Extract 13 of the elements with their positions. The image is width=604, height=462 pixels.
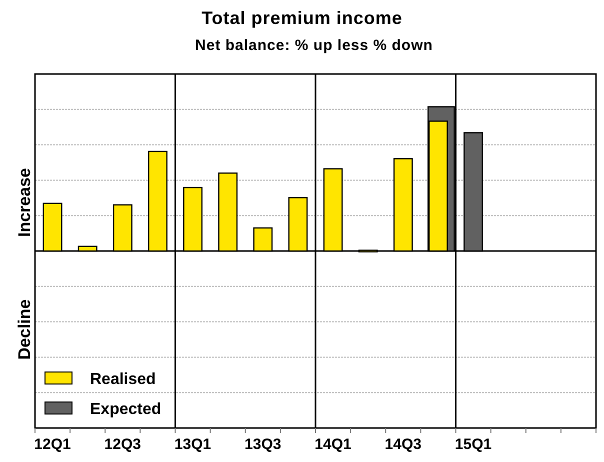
chart-title: Total premium income (202, 8, 402, 28)
text: Increase (15, 168, 34, 237)
legend-label: Expected (90, 401, 162, 418)
chart-subtitle: Net balance: % up less % down (195, 37, 433, 54)
x-tick-label: 15Q1 (454, 436, 492, 453)
x-tick-label: 12Q3 (104, 436, 142, 453)
legend-label: Realised (90, 371, 156, 388)
x-tick-label: 13Q1 (174, 436, 212, 453)
x-tick-label: 12Q1 (34, 436, 71, 453)
x-tick-label: 14Q3 (384, 436, 422, 453)
text: Decline (15, 299, 34, 360)
x-tick-label: 14Q1 (314, 436, 352, 453)
x-tick-label: 13Q3 (244, 436, 282, 453)
